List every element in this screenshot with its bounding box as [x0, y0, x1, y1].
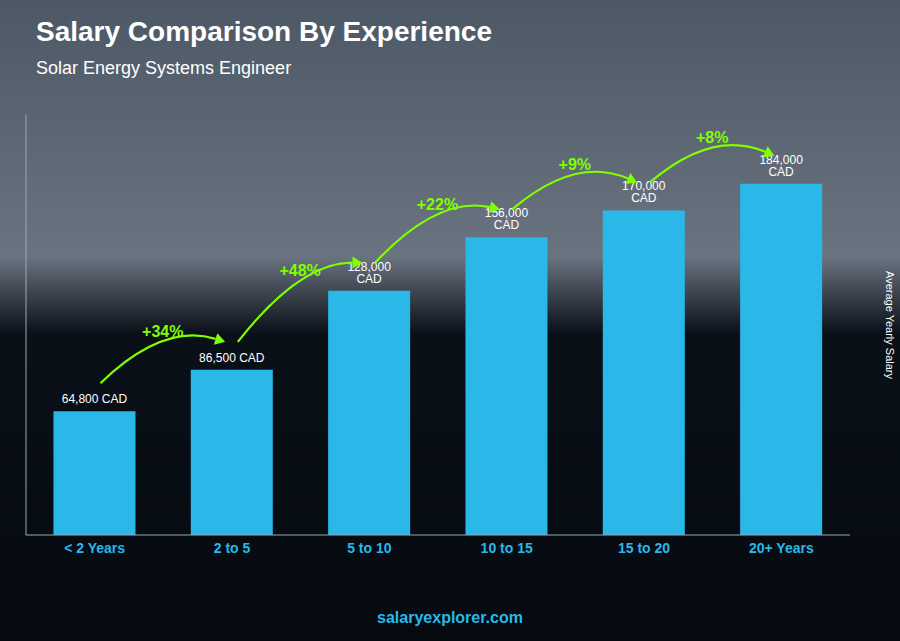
html-text:156,000: 156,000 — [484, 206, 529, 221]
html-text:Salary Comparison By Experienc: Salary Comparison By Experience — [36, 16, 492, 47]
html-text:CAD: CAD — [768, 164, 794, 179]
svg-text:15 to 20: 15 to 20 — [618, 540, 670, 556]
svg-text:< 2 Years: < 2 Years — [64, 540, 125, 556]
html-text:128,000: 128,000 — [347, 259, 391, 274]
svg-text:5 to 10: 5 to 10 — [347, 540, 392, 556]
svg-text:64,800 CAD: 64,800 CAD — [62, 392, 128, 406]
html-text:CAD: CAD — [631, 191, 657, 206]
svg-text:20+ Years: 20+ Years — [749, 540, 814, 556]
html-text:Solar Energy Systems Engineer: Solar Energy Systems Engineer — [36, 58, 292, 78]
svg-text:2 to 5: 2 to 5 — [214, 540, 251, 556]
svg-text:+22%: +22% — [417, 196, 458, 213]
svg-text:86,500 CAD: 86,500 CAD — [199, 351, 265, 365]
svg-text:+9%: +9% — [559, 156, 591, 173]
html-text:Average Yearly Salary: Average Yearly Salary — [884, 271, 896, 379]
html-text:salaryexplorer.com: salaryexplorer.com — [377, 609, 523, 626]
svg-text:+34%: +34% — [142, 323, 183, 340]
svg-text:10 to 15: 10 to 15 — [481, 540, 533, 556]
html-text:170,000: 170,000 — [622, 179, 666, 194]
svg-text:+8%: +8% — [696, 129, 728, 146]
svg-text:+48%: +48% — [279, 262, 320, 279]
html-text:CAD: CAD — [493, 218, 520, 233]
html-text:184,000: 184,000 — [759, 152, 803, 167]
html-text:CAD: CAD — [356, 271, 382, 286]
